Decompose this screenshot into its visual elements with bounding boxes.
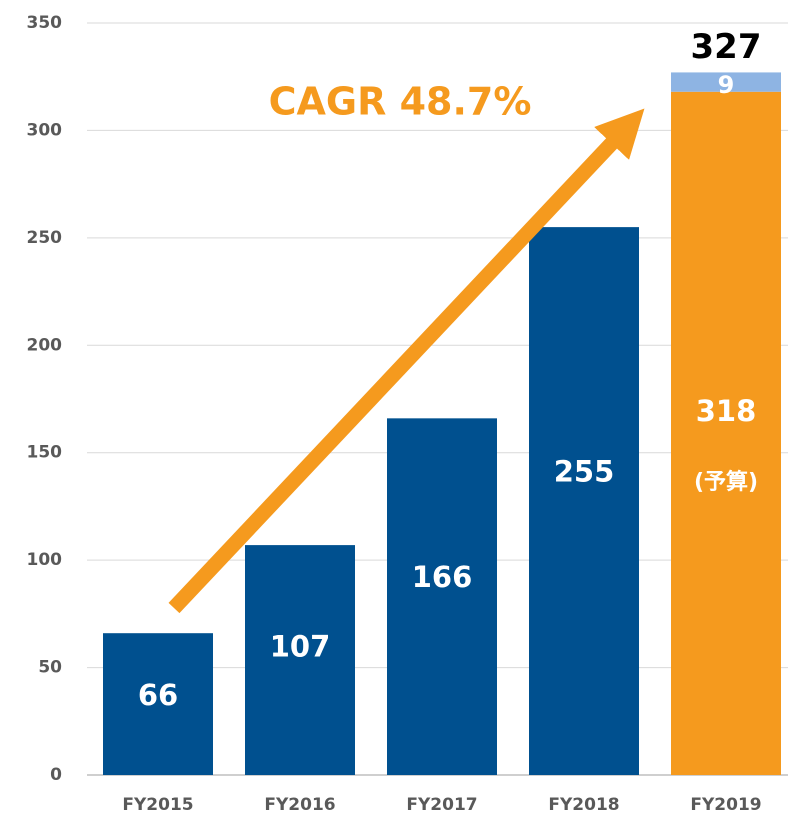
annotation: CAGR 48.7%: [269, 80, 532, 124]
bar: [529, 227, 639, 776]
value-sublabel: (予算): [694, 469, 758, 495]
cagr-arrow: [168, 108, 645, 614]
bar: [671, 72, 781, 92]
y-tick-label: 0: [50, 765, 62, 785]
x-tick-label: FY2018: [548, 795, 619, 815]
bar: [245, 545, 355, 775]
value-label: 9: [718, 71, 735, 99]
bar: [103, 633, 213, 775]
value-label: 107: [270, 630, 331, 664]
y-tick-label: 150: [27, 443, 63, 463]
x-tick-label: FY2019: [690, 795, 761, 815]
value-label: 318: [696, 394, 757, 428]
y-tick-label: 50: [38, 658, 62, 678]
value-label: 166: [412, 560, 473, 594]
y-tick-label: 200: [27, 335, 63, 355]
y-tick-label: 350: [27, 13, 63, 33]
bar: [387, 418, 497, 775]
x-tick-label: FY2016: [264, 795, 335, 815]
y-tick-label: 100: [27, 550, 63, 570]
value-label: 255: [554, 455, 615, 489]
x-tick-label: FY2017: [406, 795, 477, 815]
bar: [671, 91, 781, 776]
y-tick-label: 300: [27, 120, 63, 140]
value-label: 66: [138, 678, 178, 712]
y-tick-label: 250: [27, 228, 63, 248]
total-label: 327: [691, 27, 762, 67]
x-tick-label: FY2015: [122, 795, 193, 815]
